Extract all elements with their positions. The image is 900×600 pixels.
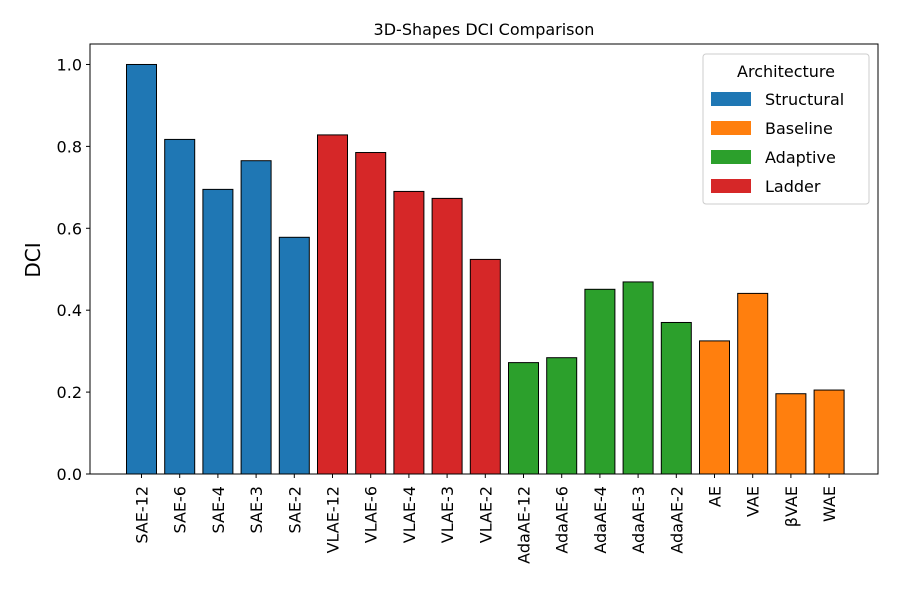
- x-axis: SAE-12 SAE-6 SAE-4 SAE-3 SAE-2 VLAE-12 VLAE-6 V…: [133, 474, 839, 564]
- bar-SAE-12: [126, 63, 157, 475]
- legend-label-adaptive: Adaptive: [765, 148, 836, 167]
- legend-label-structural: Structural: [765, 90, 844, 109]
- bar-AdaAE-3: [622, 281, 654, 475]
- legend-swatch-baseline: [711, 121, 751, 135]
- x-tick-label: VLAE-4: [400, 486, 419, 543]
- bar-VLAE-2: [469, 258, 501, 475]
- bar-AdaAE-4: [584, 288, 616, 475]
- x-tick-label: AdaAE-4: [591, 486, 610, 554]
- legend-swatch-ladder: [711, 179, 751, 193]
- bar-VLAE-3: [431, 197, 463, 475]
- legend-label-ladder: Ladder: [765, 177, 821, 196]
- x-tick-label: AdaAE-3: [629, 486, 648, 554]
- bar-WAE: [813, 389, 845, 475]
- x-tick-label: SAE-12: [133, 486, 152, 544]
- legend-title: Architecture: [737, 62, 835, 81]
- legend-box: [702, 53, 870, 205]
- bar-VLAE-6: [355, 152, 387, 475]
- x-tick-label: AdaAE-12: [515, 486, 534, 564]
- y-tick-label: 1.0: [57, 55, 82, 74]
- x-tick-label: SAE-6: [171, 486, 190, 533]
- x-tick-label: VLAE-2: [476, 486, 495, 543]
- bar-AdaAE-12: [508, 362, 539, 475]
- x-tick-label: VAE: [744, 486, 763, 517]
- bar-SAE-2: [278, 236, 310, 475]
- bar-βVAE: [775, 393, 807, 475]
- x-tick-label: VLAE-12: [324, 486, 343, 553]
- y-axis: 0.0 0.2 0.4 0.6 0.8 1.0: [57, 55, 90, 484]
- x-tick-label: AdaAE-6: [553, 486, 572, 554]
- x-tick-label: WAE: [820, 486, 839, 522]
- y-tick-label: 0.8: [57, 137, 82, 156]
- legend: Architecture Structural Baseline Adaptive La…: [702, 53, 870, 205]
- bar-AE: [699, 340, 730, 475]
- y-tick-label: 0.6: [57, 219, 82, 238]
- bar-SAE-4: [202, 188, 234, 475]
- plot-frame: [89, 43, 879, 475]
- legend-label-baseline: Baseline: [765, 119, 833, 138]
- bar-VAE: [737, 292, 769, 475]
- x-tick-label: βVAE: [782, 486, 801, 527]
- bar-SAE-6: [164, 138, 196, 475]
- bars-group: [126, 63, 845, 475]
- x-tick-label: VLAE-6: [362, 486, 381, 543]
- chart-title: 3D-Shapes DCI Comparison: [374, 20, 595, 39]
- x-tick-label: AdaAE-2: [667, 486, 686, 554]
- x-tick-label: SAE-3: [247, 486, 266, 533]
- bar-AdaAE-2: [660, 321, 692, 475]
- bar-SAE-3: [240, 160, 272, 475]
- bar-AdaAE-6: [546, 357, 578, 475]
- bar-VLAE-4: [393, 190, 425, 475]
- y-tick-label: 0.4: [57, 301, 82, 320]
- x-tick-label: SAE-4: [209, 486, 228, 533]
- legend-swatch-adaptive: [711, 150, 751, 164]
- legend-swatch-structural: [711, 92, 751, 106]
- x-tick-label: VLAE-3: [438, 486, 457, 543]
- x-tick-label: AE: [706, 486, 725, 507]
- bar-VLAE-12: [317, 134, 348, 475]
- y-tick-label: 0.2: [57, 383, 82, 402]
- x-tick-label: SAE-2: [285, 486, 304, 533]
- y-axis-label: DCI: [21, 242, 45, 277]
- y-tick-label: 0.0: [57, 465, 82, 484]
